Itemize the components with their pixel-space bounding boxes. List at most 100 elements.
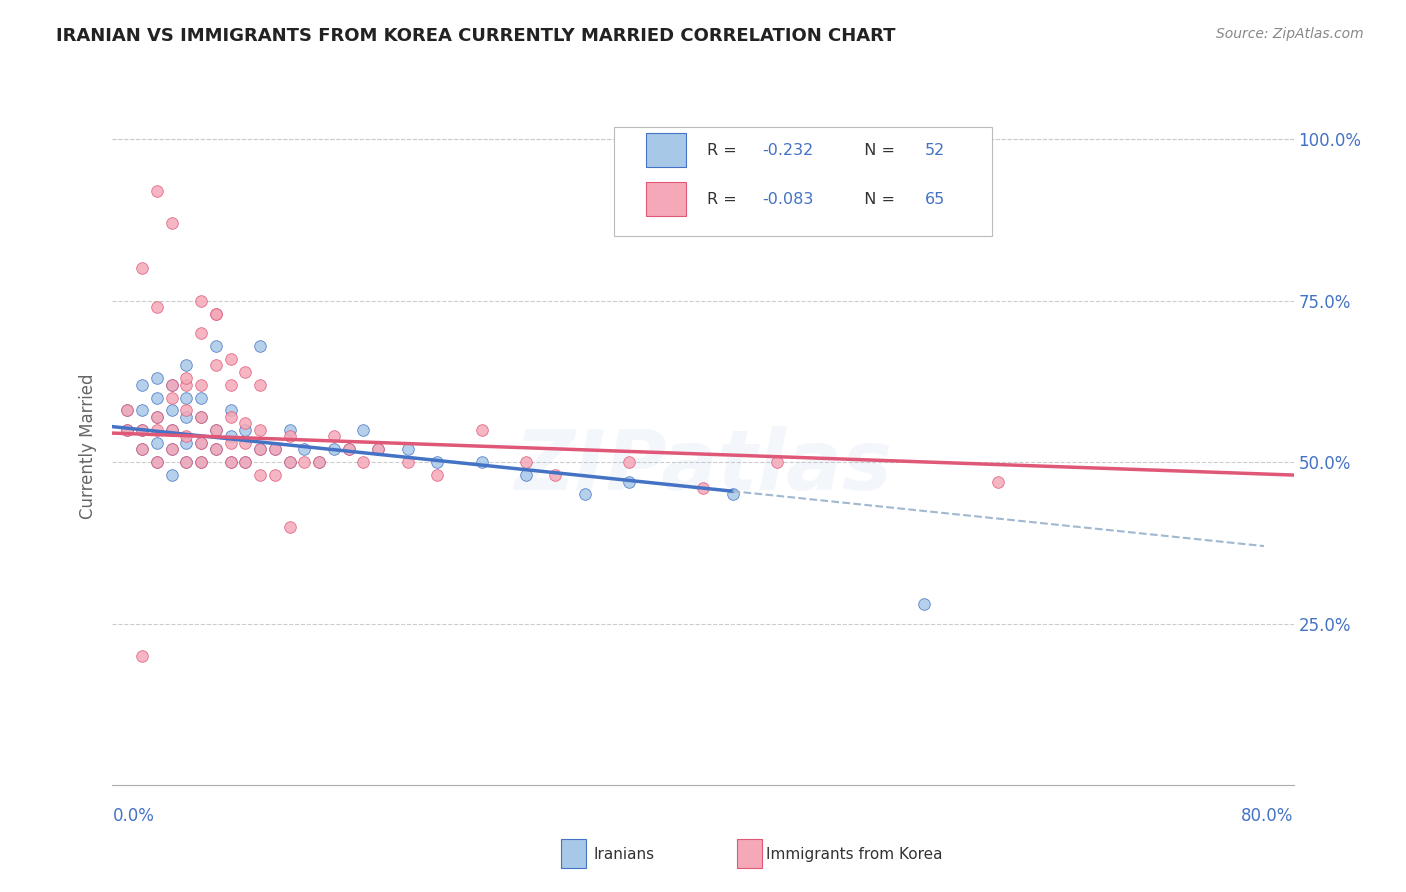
Point (337, 442, 360, 457)
Point (131, 423, 153, 437)
Point (205, 307, 228, 321)
Text: 0.0%: 0.0% (112, 807, 155, 825)
Text: -0.083: -0.083 (762, 192, 814, 207)
Point (160, 468, 183, 483)
Point (146, 455, 169, 469)
Point (190, 409, 212, 424)
Point (249, 442, 271, 457)
Point (278, 429, 301, 443)
Point (205, 307, 228, 321)
Point (337, 442, 360, 457)
Point (249, 339, 271, 353)
Point (470, 455, 494, 469)
Point (205, 423, 228, 437)
Point (160, 216, 183, 230)
Text: N =: N = (855, 192, 900, 207)
Point (219, 429, 242, 443)
Point (190, 391, 212, 405)
Point (131, 442, 153, 457)
Point (233, 455, 256, 469)
Point (219, 377, 242, 392)
Point (249, 423, 271, 437)
Point (249, 442, 271, 457)
Point (174, 409, 197, 424)
Point (264, 468, 287, 483)
Point (131, 377, 153, 392)
Point (233, 365, 256, 379)
Point (146, 409, 169, 424)
Text: R =: R = (707, 143, 741, 158)
Point (146, 184, 169, 198)
Point (205, 359, 228, 373)
Point (323, 442, 346, 457)
Point (205, 339, 228, 353)
Point (160, 423, 183, 437)
Point (249, 468, 271, 483)
Point (721, 487, 744, 501)
Point (219, 455, 242, 469)
Point (190, 435, 212, 450)
Point (190, 455, 212, 469)
Text: Source: ZipAtlas.com: Source: ZipAtlas.com (1216, 27, 1364, 41)
Point (117, 423, 138, 437)
FancyBboxPatch shape (647, 134, 686, 168)
Point (131, 261, 153, 276)
Point (574, 487, 596, 501)
Point (190, 293, 212, 308)
Y-axis label: Currently Married: Currently Married (79, 373, 97, 519)
Text: 65: 65 (925, 192, 945, 207)
Point (219, 455, 242, 469)
Point (323, 429, 346, 443)
Text: 52: 52 (925, 143, 945, 158)
Point (219, 435, 242, 450)
Point (426, 468, 449, 483)
Point (233, 455, 256, 469)
Point (190, 455, 212, 469)
Point (219, 351, 242, 366)
Point (619, 455, 641, 469)
Point (146, 300, 169, 314)
Point (131, 442, 153, 457)
Point (117, 423, 138, 437)
Point (264, 442, 287, 457)
Point (367, 442, 389, 457)
Point (249, 377, 271, 392)
Point (160, 403, 183, 417)
Point (131, 423, 153, 437)
Point (146, 455, 169, 469)
Point (174, 435, 197, 450)
Text: 80.0%: 80.0% (1241, 807, 1294, 825)
Point (146, 409, 169, 424)
Point (190, 435, 212, 450)
Point (692, 481, 714, 495)
Text: Immigrants from Korea: Immigrants from Korea (766, 847, 943, 862)
Point (914, 597, 936, 611)
Point (233, 423, 256, 437)
Point (146, 391, 169, 405)
Point (219, 403, 242, 417)
Point (308, 455, 330, 469)
Point (146, 423, 169, 437)
Point (160, 391, 183, 405)
Point (292, 442, 315, 457)
Point (160, 442, 183, 457)
Text: N =: N = (855, 143, 900, 158)
Text: ZIPatlas: ZIPatlas (515, 425, 891, 507)
Point (396, 442, 419, 457)
Point (352, 423, 374, 437)
Text: Iranians: Iranians (593, 847, 654, 862)
Point (131, 403, 153, 417)
Point (160, 377, 183, 392)
Point (174, 359, 197, 373)
FancyBboxPatch shape (614, 128, 993, 235)
Point (766, 455, 789, 469)
Point (190, 326, 212, 340)
Point (278, 455, 301, 469)
Point (160, 423, 183, 437)
Point (146, 371, 169, 385)
Point (233, 417, 256, 431)
Point (470, 423, 494, 437)
Text: -0.232: -0.232 (762, 143, 813, 158)
Point (205, 442, 228, 457)
Point (146, 435, 169, 450)
